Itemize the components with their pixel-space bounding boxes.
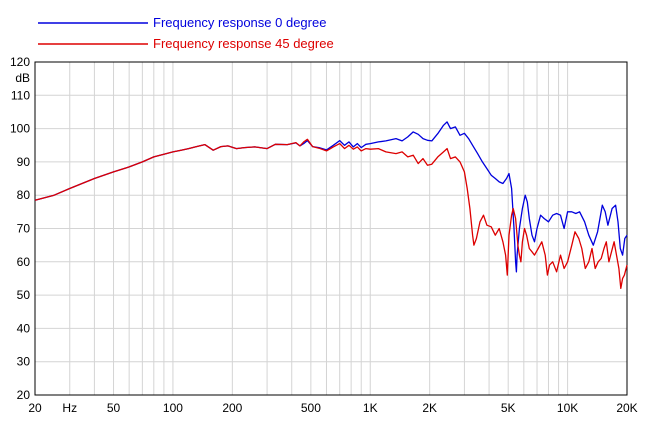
x-tick-label: Hz [62, 401, 77, 415]
y-tick-label: 60 [17, 255, 31, 269]
x-tick-label: 5K [501, 401, 516, 415]
x-tick-label: 100 [163, 401, 183, 415]
y-axis-unit-label: dB [15, 71, 30, 85]
y-tick-label: 120 [10, 55, 30, 69]
y-tick-label: 80 [17, 188, 31, 202]
y-tick-label: 110 [11, 88, 30, 102]
y-tick-label: 40 [17, 321, 31, 335]
x-tick-label: 10K [557, 401, 578, 415]
grid [35, 62, 627, 395]
series-layer [34, 121, 628, 290]
legend-label: Frequency response 0 degree [153, 15, 326, 30]
y-tick-label: 100 [10, 122, 30, 136]
legend: Frequency response 0 degree Frequency res… [38, 15, 334, 51]
y-tick-label: 20 [17, 388, 31, 402]
series-line-1 [34, 138, 628, 290]
x-tick-label: 2K [422, 401, 437, 415]
x-tick-label: 200 [222, 401, 242, 415]
x-tick-label: 20K [616, 401, 637, 415]
y-tick-label: 70 [17, 222, 31, 236]
tick-labels: 20 Hz 50 100 200 500 1K 2K 5K 10K 20K 20 30 40 50 60 70 8… [10, 55, 638, 415]
x-tick-label: 50 [107, 401, 121, 415]
x-tick-label: 20 [28, 401, 42, 415]
x-tick-label: 1K [363, 401, 378, 415]
x-tick-label: 500 [301, 401, 321, 415]
y-tick-label: 50 [17, 288, 31, 302]
legend-label: Frequency response 45 degree [153, 36, 334, 51]
plot-frame [34, 61, 628, 396]
y-tick-label: 30 [17, 355, 31, 369]
y-tick-label: 90 [17, 155, 31, 169]
